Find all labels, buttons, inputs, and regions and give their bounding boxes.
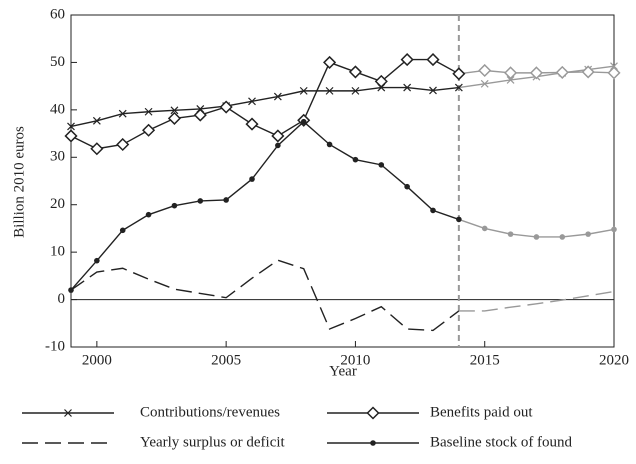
marker [481,225,488,232]
marker [299,86,308,95]
marker [430,207,436,214]
series-line [458,290,615,312]
series-line [70,259,460,332]
marker [404,183,410,190]
marker [145,211,152,218]
y-tick-label: 50 [50,54,65,70]
marker [559,234,566,240]
marker [116,137,130,152]
legend-label: Benefits paid out [430,404,533,420]
y-axis-label: Billion 2010 euros [11,126,27,238]
marker [144,107,153,116]
marker [219,100,233,114]
marker [167,111,181,125]
marker [275,142,281,149]
legend-marker [64,409,72,417]
legend-label: Yearly surplus or deficit [140,434,286,450]
legend-label: Contributions/revenues [140,404,280,420]
marker [271,129,285,143]
marker [374,74,388,88]
marker [529,66,543,80]
marker [454,83,463,92]
marker [429,86,437,95]
series-line [70,120,460,291]
series-line [70,86,459,128]
marker [323,55,337,69]
x-tick-label: 2020 [599,352,629,368]
legend-marker [370,440,376,446]
marker [249,176,255,182]
y-tick-label: -10 [45,338,65,354]
marker [64,129,78,143]
marker [300,118,307,125]
marker [197,198,204,204]
legend-label: Baseline stock of found [430,434,573,450]
marker [67,122,75,131]
marker [245,117,259,131]
marker [351,86,360,95]
marker [325,86,334,95]
marker [326,141,333,148]
marker [119,227,126,234]
marker [92,116,101,125]
marker [533,234,540,240]
marker [456,216,462,223]
marker [90,142,104,156]
marker [118,109,127,118]
marker [610,62,618,71]
marker [352,156,359,163]
marker [142,123,156,137]
y-tick-label: 30 [50,149,65,165]
marker [581,65,595,79]
x-tick-label: 2010 [340,352,370,368]
y-tick-label: 10 [50,244,65,260]
marker [504,66,518,80]
x-tick-label: 2015 [470,352,500,368]
marker [607,66,621,80]
marker [611,226,617,233]
marker [507,231,514,237]
legend-marker [366,406,380,420]
x-tick-label: 2000 [82,352,112,368]
marker [480,79,489,88]
marker [400,53,414,67]
x-axis-label: Year [329,363,357,379]
x-tick-label: 2005 [211,352,241,368]
marker [193,108,207,122]
plot-frame [70,14,615,348]
marker [585,231,591,237]
y-tick-label: 60 [50,6,65,22]
marker [555,65,569,79]
marker [378,162,385,168]
marker [248,97,256,106]
marker [223,197,229,203]
marker [94,257,100,264]
series-line [70,58,460,150]
marker [478,63,492,78]
y-tick-label: 20 [50,196,65,212]
y-tick-label: 0 [58,291,66,307]
marker [426,53,440,67]
marker [403,83,412,92]
marker [170,106,179,115]
marker [171,202,178,209]
marker [452,67,466,81]
marker [273,92,282,101]
marker [68,287,74,293]
marker [348,65,362,79]
marker [506,76,515,84]
y-tick-label: 40 [50,101,65,117]
